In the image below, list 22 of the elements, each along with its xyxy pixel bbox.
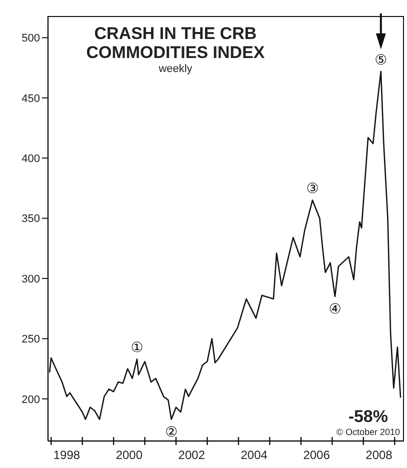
y-tick-label: 200 (22, 394, 40, 406)
annotation: ② (165, 424, 178, 440)
x-tick-label: 1998 (53, 448, 80, 462)
annotation: ⑤ (374, 52, 388, 68)
x-tick-label: 2006 (303, 448, 330, 462)
x-tick-label: 2008 (366, 448, 393, 462)
x-tick-label: 2004 (240, 448, 268, 462)
y-tick-label: 250 (22, 334, 40, 346)
y-tick-label: 350 (22, 213, 40, 226)
annotation: © October 2010 (336, 427, 400, 437)
annotation: ③ (306, 181, 319, 198)
text: weekly (158, 63, 194, 75)
annotation: -58% (347, 407, 388, 427)
y-tick-label: 300 (22, 273, 40, 286)
y-tick-label: 450 (22, 92, 40, 105)
x-tick-label: 2002 (178, 448, 206, 462)
annotation: ① (130, 340, 144, 356)
text: CRASH IN THE CRB COMMODITIES INDEX (85, 24, 266, 62)
y-tick-label: 500 (22, 32, 40, 45)
y-tick-label: 400 (22, 152, 40, 165)
x-tick-label: 2000 (116, 448, 143, 462)
annotation: ④ (328, 302, 342, 318)
